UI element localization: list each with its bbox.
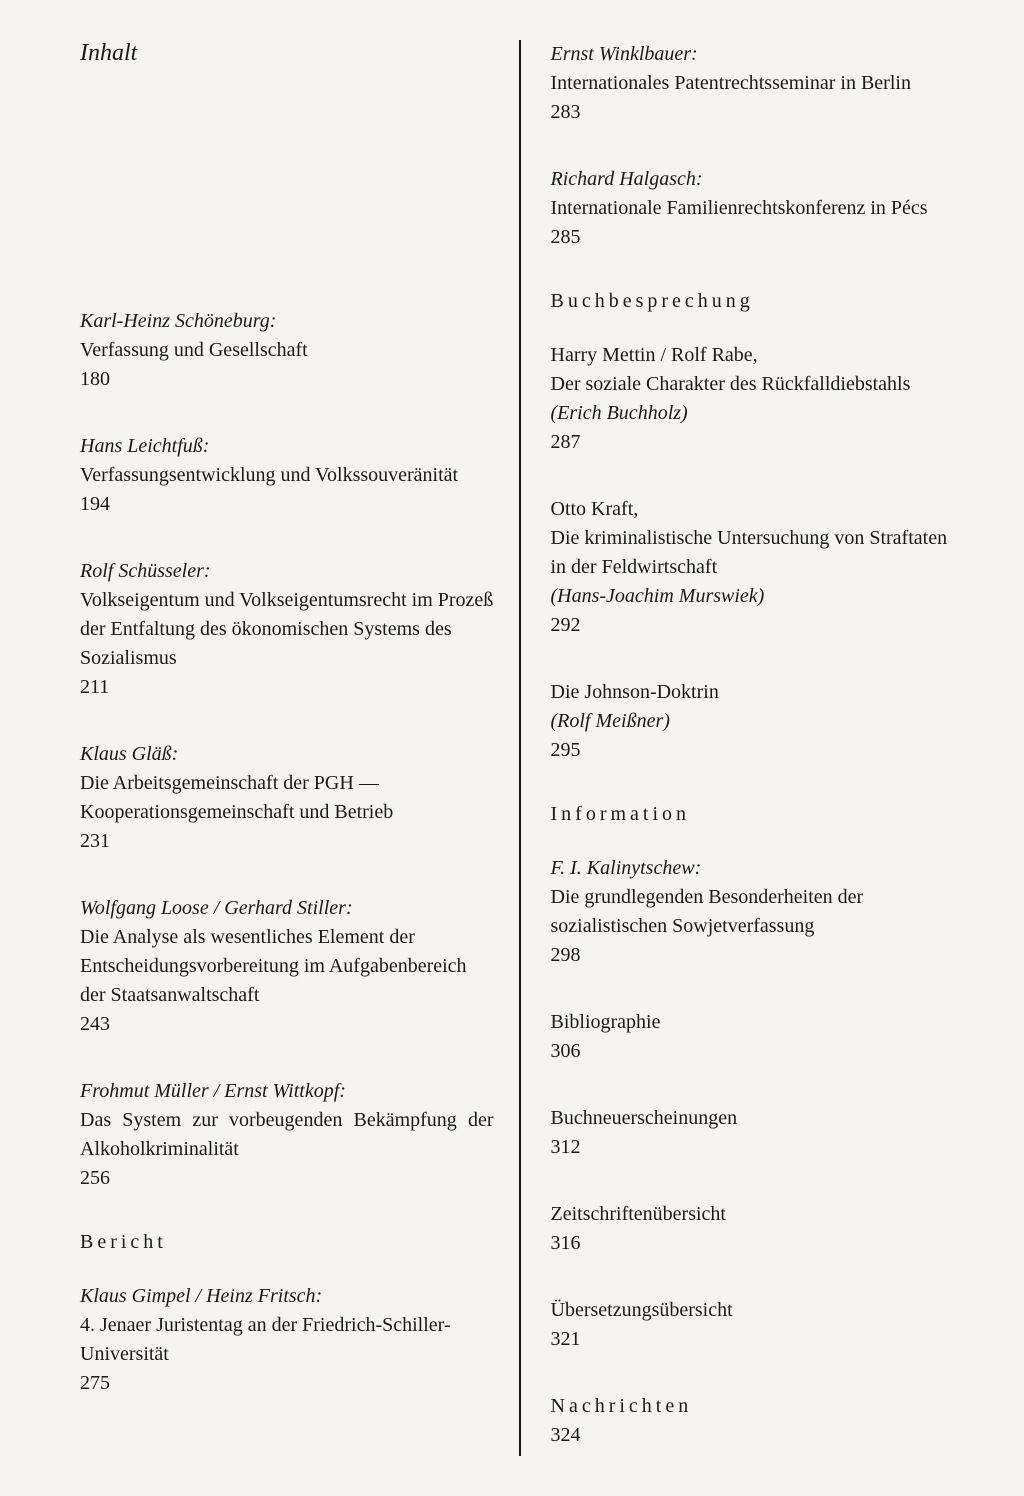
entry-page: 180: [80, 365, 494, 394]
entry-page: 243: [80, 1010, 494, 1039]
entry-page: 285: [551, 223, 965, 252]
entry-author: Richard Halgasch:: [551, 168, 703, 190]
entry-page: 211: [80, 673, 494, 702]
entry-title: Das System zur vorbeugenden Bekämpfung d…: [80, 1106, 494, 1164]
section-nachrichten: Nachrichten: [551, 1395, 693, 1417]
simple-entry: Buchneuerscheinungen 312: [551, 1104, 965, 1162]
toc-entry: F. I. Kalinytschew: Die grundlegenden Be…: [551, 854, 965, 970]
entry-page: 231: [80, 827, 494, 856]
right-column: Ernst Winklbauer: Internationales Patent…: [521, 40, 975, 1456]
review-reviewer: (Erich Buchholz): [551, 402, 688, 424]
toc-entry: Karl-Heinz Schöneburg: Verfassung und Ge…: [80, 307, 494, 394]
toc-title: Inhalt: [80, 40, 494, 67]
toc-entry: Rolf Schüsseler: Volkseigentum und Volks…: [80, 557, 494, 702]
entry-author: Klaus Gimpel / Heinz Fritsch:: [80, 1285, 322, 1307]
entry-page: 287: [551, 428, 965, 457]
entry-title: Volkseigentum und Volkseigentumsrecht im…: [80, 586, 494, 673]
toc-entry: Klaus Gläß: Die Arbeitsgemeinschaft der …: [80, 740, 494, 856]
review-book-author: Otto Kraft,: [551, 498, 639, 520]
entry-page: 283: [551, 98, 965, 127]
page-container: Inhalt Karl-Heinz Schöneburg: Verfassung…: [0, 0, 1024, 1496]
entry-page: 292: [551, 611, 965, 640]
entry-page: 275: [80, 1369, 494, 1398]
entry-author: Karl-Heinz Schöneburg:: [80, 310, 276, 332]
entry-page: 256: [80, 1164, 494, 1193]
entry-author: Frohmut Müller / Ernst Wittkopf:: [80, 1080, 346, 1102]
entry-label: Übersetzungsübersicht: [551, 1296, 965, 1325]
entry-label: Bibliographie: [551, 1008, 965, 1037]
left-column: Inhalt Karl-Heinz Schöneburg: Verfassung…: [80, 40, 521, 1456]
toc-entry: Ernst Winklbauer: Internationales Patent…: [551, 40, 965, 127]
entry-title: Internationale Familienrechtskonferenz i…: [551, 194, 965, 223]
simple-entry: Bibliographie 306: [551, 1008, 965, 1066]
entry-page: 194: [80, 490, 494, 519]
simple-entry: Zeitschriftenübersicht 316: [551, 1200, 965, 1258]
toc-entry: Klaus Gimpel / Heinz Fritsch: 4. Jenaer …: [80, 1282, 494, 1398]
entry-label: Buchneuerscheinungen: [551, 1104, 965, 1133]
entry-page: 295: [551, 736, 965, 765]
entry-page: 324: [551, 1421, 965, 1450]
review-entry: Harry Mettin / Rolf Rabe, Der soziale Ch…: [551, 341, 965, 457]
entry-title: Die Analyse als wesentliches Element der…: [80, 923, 494, 1010]
entry-page: 312: [551, 1133, 965, 1162]
entry-author: F. I. Kalinytschew:: [551, 857, 702, 879]
entry-author: Wolfgang Loose / Gerhard Stiller:: [80, 897, 353, 919]
entry-title: Verfassung und Gesellschaft: [80, 336, 494, 365]
entry-author: Klaus Gläß:: [80, 743, 178, 765]
toc-entry: Hans Leichtfuß: Verfassungsentwicklung u…: [80, 432, 494, 519]
section-buchbesprechung: Buchbesprechung: [551, 290, 965, 313]
review-book-title: Die kriminalistische Untersuchung von St…: [551, 524, 965, 582]
toc-entry: Wolfgang Loose / Gerhard Stiller: Die An…: [80, 894, 494, 1039]
review-reviewer: (Hans-Joachim Murswiek): [551, 585, 765, 607]
nachrichten-entry: Nachrichten 324: [551, 1392, 965, 1450]
review-book-title: Die Johnson-Doktrin: [551, 678, 965, 707]
entry-page: 316: [551, 1229, 965, 1258]
entry-author: Hans Leichtfuß:: [80, 435, 209, 457]
entry-page: 321: [551, 1325, 965, 1354]
review-entry: Otto Kraft, Die kriminalistische Untersu…: [551, 495, 965, 640]
review-reviewer: (Rolf Meißner): [551, 710, 670, 732]
entry-title: 4. Jenaer Juristentag an der Friedrich-S…: [80, 1311, 494, 1369]
toc-entry: Richard Halgasch: Internationale Familie…: [551, 165, 965, 252]
entry-page: 306: [551, 1037, 965, 1066]
review-book-title: Der soziale Charakter des Rückfalldiebst…: [551, 370, 965, 399]
toc-entry: Frohmut Müller / Ernst Wittkopf: Das Sys…: [80, 1077, 494, 1193]
review-entry: Die Johnson-Doktrin (Rolf Meißner) 295: [551, 678, 965, 765]
section-information: Information: [551, 803, 965, 826]
entry-author: Rolf Schüsseler:: [80, 560, 211, 582]
entry-title: Die grundlegenden Besonderheiten der soz…: [551, 883, 965, 941]
entry-title: Die Arbeitsgemeinschaft der PGH — Kooper…: [80, 769, 494, 827]
entry-label: Zeitschriftenübersicht: [551, 1200, 965, 1229]
entry-author: Ernst Winklbauer:: [551, 43, 698, 65]
entry-title: Internationales Patentrechtsseminar in B…: [551, 69, 965, 98]
entry-page: 298: [551, 941, 965, 970]
review-book-author: Harry Mettin / Rolf Rabe,: [551, 344, 758, 366]
simple-entry: Übersetzungsübersicht 321: [551, 1296, 965, 1354]
entry-title: Verfassungsentwicklung und Volkssouverän…: [80, 461, 494, 490]
section-bericht: Bericht: [80, 1231, 494, 1254]
